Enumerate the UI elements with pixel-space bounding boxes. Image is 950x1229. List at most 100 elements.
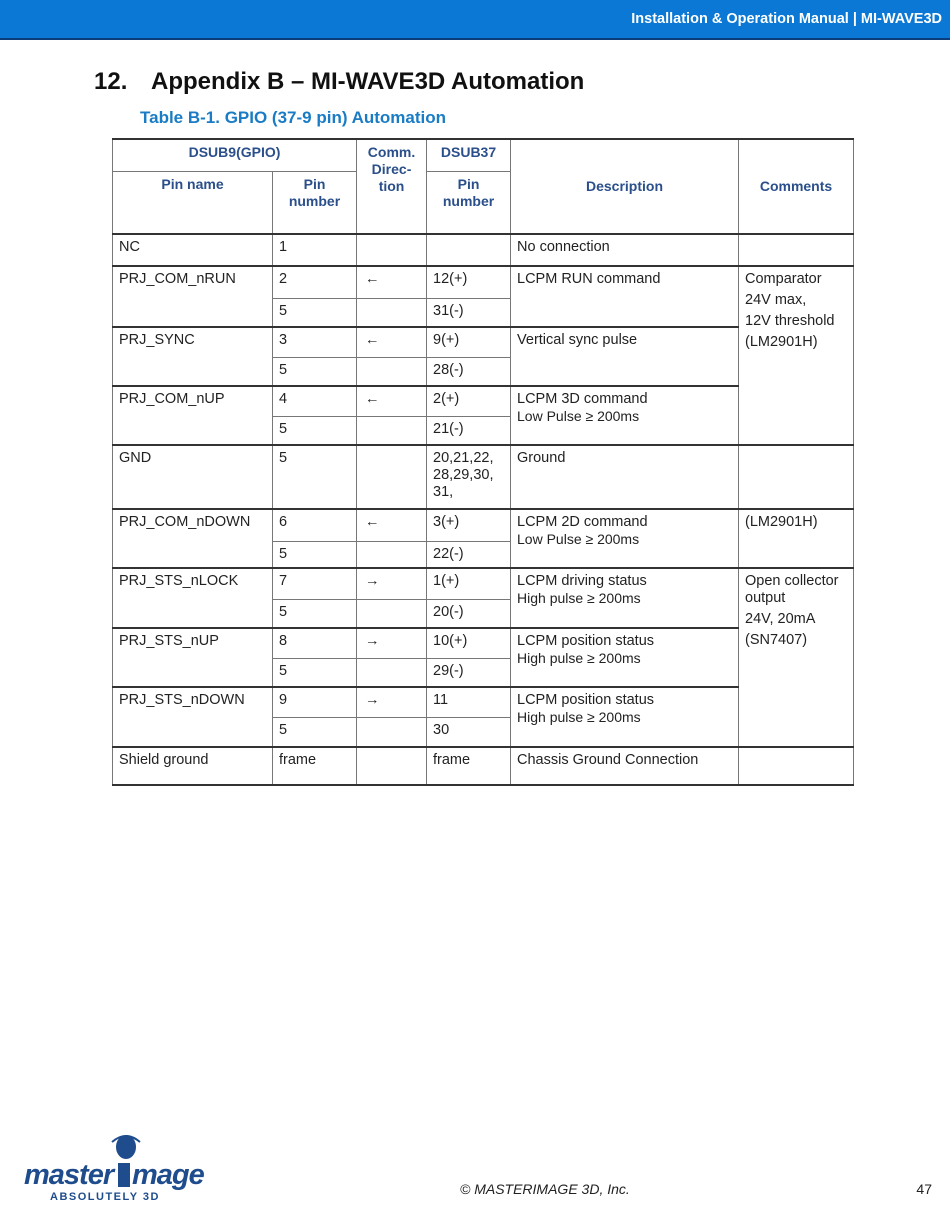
dsub37-pin: 3(+)	[426, 508, 512, 542]
table-subrow: 5 31(-)	[113, 297, 854, 328]
table-subrow: 5 21(-)	[113, 415, 854, 446]
description-text: Vertical sync pulse	[517, 332, 638, 348]
direction-empty	[356, 356, 428, 387]
header-description: Description	[510, 138, 740, 235]
pin-name: PRJ_STS_nLOCK	[112, 567, 273, 629]
pin-number: 5	[271, 598, 358, 629]
description-note: High pulse ≥ 200ms	[517, 709, 641, 725]
pin-number: 4	[271, 385, 358, 417]
table-row: PRJ_STS_nDOWN 9 → 11 LCPM position status Hig…	[112, 686, 854, 748]
pin-name: PRJ_SYNC	[112, 326, 273, 387]
direction-arrow-icon: →	[356, 567, 428, 600]
direction-arrow-icon: ←	[356, 326, 428, 358]
pin-name: PRJ_COM_nUP	[112, 385, 273, 446]
pin-number: 5	[271, 540, 358, 569]
direction-arrow-icon: ←	[356, 508, 428, 542]
dsub37-pin: 29(-)	[426, 657, 512, 688]
comment-line: 12V threshold	[745, 313, 835, 329]
header-pin-number: Pin number	[271, 170, 358, 235]
page-header-bar: Installation & Operation Manual | MI-WAV…	[0, 0, 950, 40]
dsub37-pin	[426, 233, 512, 267]
pin-name: Shield ground	[112, 746, 273, 786]
direction-arrow-icon	[356, 444, 428, 510]
direction-arrow-icon	[356, 233, 428, 267]
description-text: Chassis Ground Connection	[517, 752, 699, 768]
dsub37-pin: 12(+)	[426, 265, 512, 299]
pin-name: PRJ_STS_nUP	[112, 627, 273, 688]
table-row: PRJ_COM_nRUN 2 ← 12(+) LCPM RUN command Compa…	[112, 265, 855, 446]
pin-number: 8	[271, 627, 358, 659]
pin-name: GND	[112, 444, 273, 510]
description: No connection	[510, 233, 740, 267]
description: LCPM driving status High pulse ≥ 200ms	[510, 567, 740, 629]
dsub37-pin: frame	[426, 746, 512, 786]
description-text: Ground	[517, 450, 566, 466]
dsub37-pin: 2(+)	[426, 385, 512, 417]
table-subrow: 5 22(-)	[113, 540, 854, 569]
description-note: Low Pulse ≥ 200ms	[517, 408, 640, 424]
table-subrow: 5 30	[113, 716, 854, 748]
pin-number: 7	[271, 567, 358, 600]
masterimage-logo: master mage ABSOLUTELY 3D	[24, 1135, 204, 1203]
svg-text:master: master	[24, 1159, 116, 1191]
comment-line: Open collector output	[745, 573, 839, 606]
comment-line: 24V, 20mA	[745, 611, 816, 627]
table-subrow: 5 28(-)	[113, 356, 854, 387]
direction-empty	[356, 657, 428, 688]
table-row: PRJ_STS_nLOCK 7 → 1(+) LCPM driving status Hi…	[112, 567, 855, 748]
table-row: PRJ_COM_nUP 4 ← 2(+) LCPM 3D command Low Puls…	[112, 385, 854, 446]
dsub37-pin: 20,21,22, 28,29,30, 31,	[426, 444, 512, 510]
comments	[738, 233, 855, 267]
pin-number: 3	[271, 326, 358, 358]
description-note: High pulse ≥ 200ms	[517, 650, 641, 666]
direction-arrow-icon: →	[356, 627, 428, 659]
dsub37-pin: 20(-)	[426, 598, 512, 629]
pin-number: 5	[271, 444, 358, 510]
comments-open-collector: Open collector output 24V, 20mA (SN7407)	[738, 567, 855, 748]
comments-comparator: Comparator 24V max, 12V threshold (LM2901H)	[738, 265, 855, 446]
dsub37-pin: 22(-)	[426, 540, 512, 569]
pin-name: NC	[112, 233, 273, 267]
direction-empty	[356, 598, 428, 629]
pin-name: PRJ_STS_nDOWN	[112, 686, 273, 748]
direction-arrow-icon: →	[356, 686, 428, 718]
pin-number: 5	[271, 297, 358, 328]
pin-number: 6	[271, 508, 358, 542]
svg-text:ABSOLUTELY 3D: ABSOLUTELY 3D	[50, 1191, 160, 1203]
description: LCPM 2D command Low Pulse ≥ 200ms	[510, 508, 740, 569]
description: LCPM RUN command	[510, 265, 740, 328]
comment-line: (LM2901H)	[745, 334, 818, 350]
pin-name: PRJ_COM_nRUN	[112, 265, 273, 328]
page-number: 47	[916, 1181, 932, 1197]
header-dsub37: DSUB37	[426, 138, 512, 172]
section-title: Appendix B – MI-WAVE3D Automation	[151, 68, 585, 95]
description-text: LCPM position status	[517, 633, 655, 649]
table-row: GND 5 20,21,22, 28,29,30, 31, Ground	[112, 444, 855, 510]
pin-number: 5	[271, 415, 358, 446]
description-text: LCPM driving status	[517, 573, 647, 589]
pin-number: 9	[271, 686, 358, 718]
section-heading: 12. Appendix B – MI-WAVE3D Automation	[94, 68, 584, 96]
direction-arrow-icon: ←	[356, 265, 428, 299]
header-direction: Comm. Direc-tion	[356, 138, 428, 235]
comments: (LM2901H)	[738, 508, 855, 569]
comment-line: Comparator	[745, 271, 822, 287]
header-title: Installation & Operation Manual | MI-WAV…	[631, 11, 942, 27]
direction-empty	[356, 297, 428, 328]
pin-number: 5	[271, 716, 358, 748]
dsub37-pin: 10(+)	[426, 627, 512, 659]
description: Chassis Ground Connection	[510, 746, 740, 786]
description: LCPM position status High pulse ≥ 200ms	[510, 627, 740, 688]
pin-number: 1	[271, 233, 358, 267]
gpio-table: DSUB9(GPIO) Comm. Direc-tion DSUB37 Desc…	[111, 138, 855, 786]
description-text: LCPM 2D command	[517, 514, 648, 530]
table-row: PRJ_STS_nUP 8 → 10(+) LCPM position status Hi…	[112, 627, 854, 688]
header-pin-number-37: Pin number	[426, 170, 512, 235]
pin-number: 5	[271, 356, 358, 387]
header-comments: Comments	[738, 138, 855, 235]
dsub37-pin: 28(-)	[426, 356, 512, 387]
pin-number: 5	[271, 657, 358, 688]
comments	[738, 746, 855, 786]
dsub37-pin: 31(-)	[426, 297, 512, 328]
section-number: 12.	[94, 68, 128, 95]
